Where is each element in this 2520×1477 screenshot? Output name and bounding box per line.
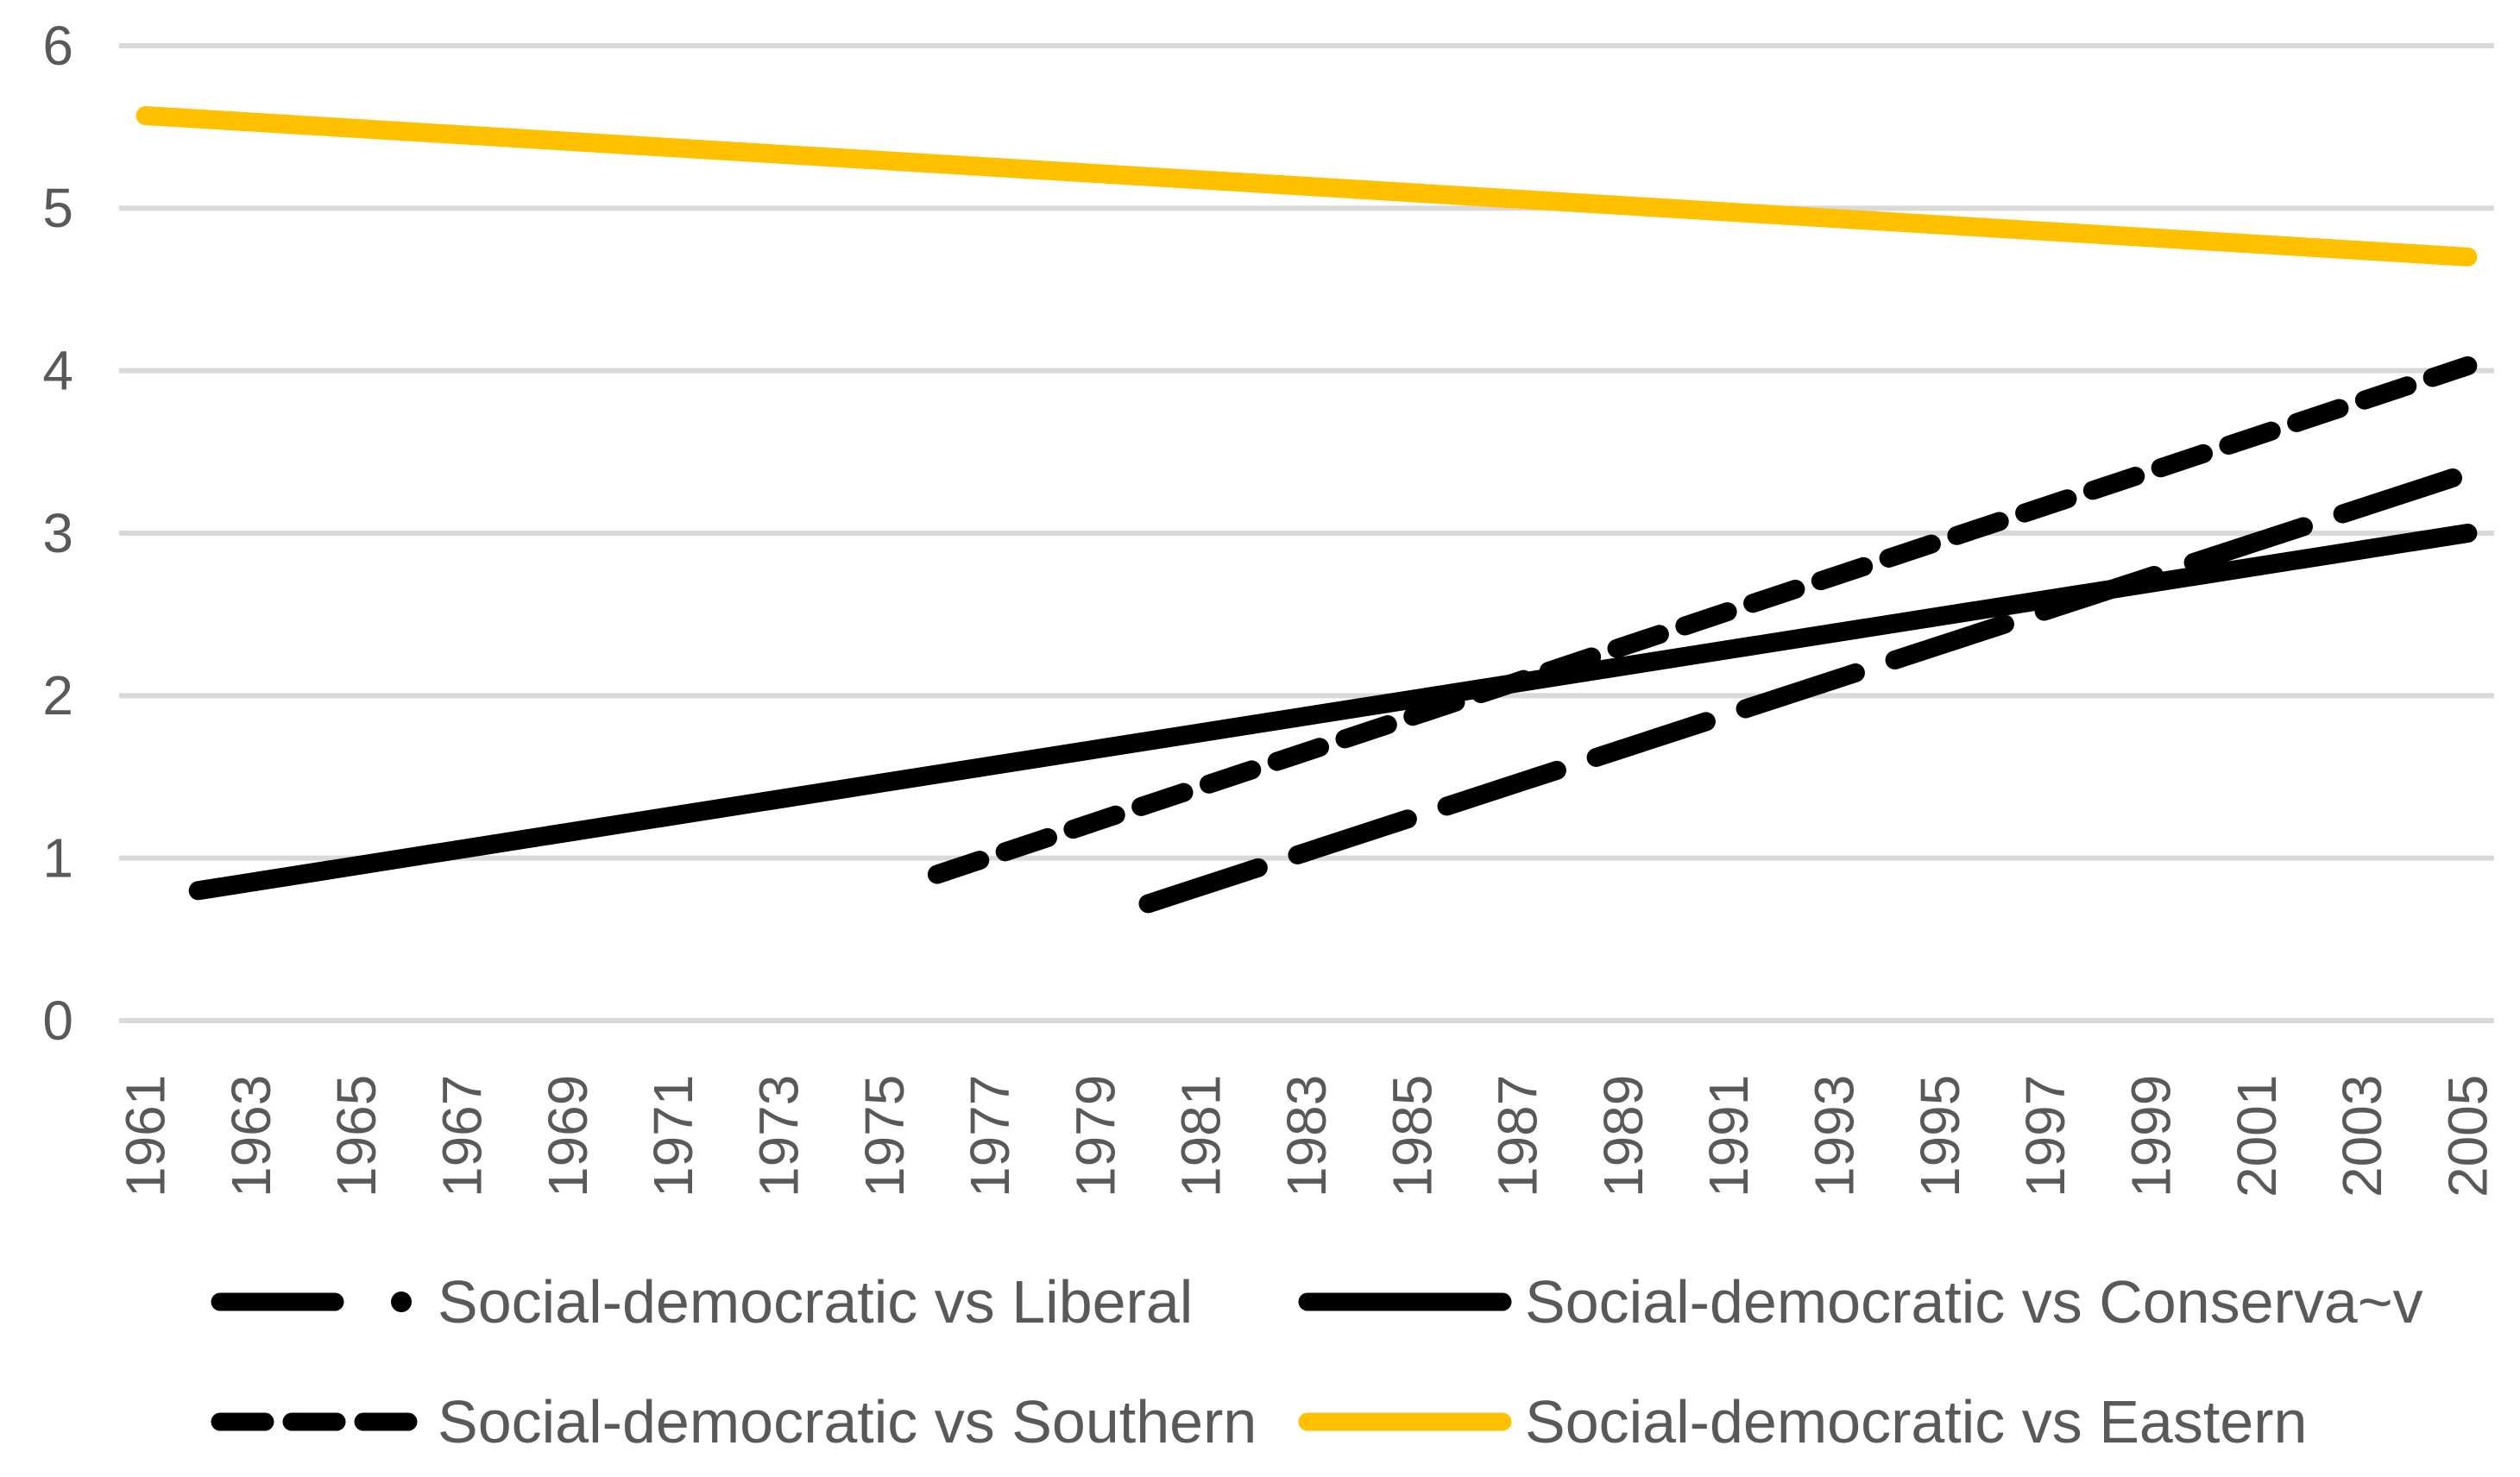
x-axis-tick-label: 1985 bbox=[1381, 1075, 1443, 1197]
x-axis-tick-label: 1965 bbox=[325, 1075, 387, 1197]
x-axis-tick-label: 1977 bbox=[959, 1075, 1021, 1197]
legend-item-southern: Social-democratic vs Southern bbox=[210, 1386, 1257, 1458]
x-axis-tick-label: 1993 bbox=[1804, 1075, 1866, 1197]
x-axis-tick-label: 1991 bbox=[1698, 1075, 1760, 1197]
x-axis-tick-label: 1969 bbox=[537, 1075, 599, 1197]
legend-marker-long-dash-dot-icon bbox=[211, 1292, 412, 1312]
y-axis-tick-label: 1 bbox=[42, 826, 73, 889]
x-axis-tick-label: 1971 bbox=[642, 1075, 704, 1197]
legend-marker-short-dash-icon bbox=[211, 1412, 425, 1431]
y-axis-tick-label: 5 bbox=[42, 177, 73, 239]
x-axis-tick-label: 1987 bbox=[1487, 1075, 1549, 1197]
legend-label-conservative: Social-democratic vs Conserva~v bbox=[1525, 1268, 2423, 1336]
legend-label-eastern: Social-democratic vs Eastern bbox=[1525, 1388, 2308, 1455]
x-axis-tick-label: 1995 bbox=[1909, 1075, 1971, 1197]
legend-item-liberal: Social-democratic vs Liberal bbox=[210, 1266, 1193, 1338]
x-axis-tick-label: 1979 bbox=[1064, 1075, 1126, 1197]
y-axis-tick-label: 0 bbox=[42, 990, 73, 1052]
x-axis-tick-label: 1983 bbox=[1276, 1075, 1338, 1197]
x-axis-tick-label: 1997 bbox=[2014, 1075, 2076, 1197]
x-axis-tick-label: 2001 bbox=[2226, 1075, 2288, 1197]
y-axis-tick-label: 4 bbox=[42, 339, 73, 401]
x-axis-tick-label: 1999 bbox=[2120, 1075, 2182, 1197]
y-axis-tick-label: 3 bbox=[42, 502, 73, 564]
legend-marker-solid-yellow-icon bbox=[1298, 1412, 1512, 1431]
series-line-0 bbox=[1138, 463, 2478, 914]
x-axis-tick-label: 1963 bbox=[220, 1075, 282, 1197]
series-line-1 bbox=[188, 524, 2478, 901]
legend-label-southern: Social-democratic vs Southern bbox=[438, 1388, 1257, 1455]
legend-marker-solid-black-icon bbox=[1298, 1292, 1512, 1311]
x-axis-tick-label: 2005 bbox=[2436, 1075, 2498, 1197]
x-axis-tick-label: 1973 bbox=[747, 1075, 810, 1197]
y-axis-tick-label: 6 bbox=[42, 15, 73, 77]
x-axis-tick-label: 1989 bbox=[1592, 1075, 1654, 1197]
x-axis-tick-label: 1967 bbox=[432, 1075, 494, 1197]
series-line-3 bbox=[135, 106, 2478, 267]
x-axis-tick-label: 2003 bbox=[2331, 1075, 2393, 1197]
chart-plot-area: 0 1 2 3 4 5 6 1961 1963 1965 1967 1969 1971 1973 1975 1… bbox=[42, 15, 2498, 1197]
series-line-2 bbox=[927, 356, 2478, 884]
y-axis-tick-label: 2 bbox=[42, 664, 73, 726]
legend-item-eastern: Social-democratic vs Eastern bbox=[1297, 1386, 2307, 1458]
x-axis-tick-label: 1981 bbox=[1170, 1075, 1232, 1197]
legend-item-conservative: Social-democratic vs Conserva~v bbox=[1297, 1266, 2423, 1338]
legend-dot-sample bbox=[391, 1292, 412, 1312]
x-axis-tick-label: 1961 bbox=[115, 1075, 177, 1197]
legend-label-liberal: Social-democratic vs Liberal bbox=[438, 1268, 1194, 1336]
x-axis-tick-label: 1975 bbox=[854, 1075, 916, 1197]
